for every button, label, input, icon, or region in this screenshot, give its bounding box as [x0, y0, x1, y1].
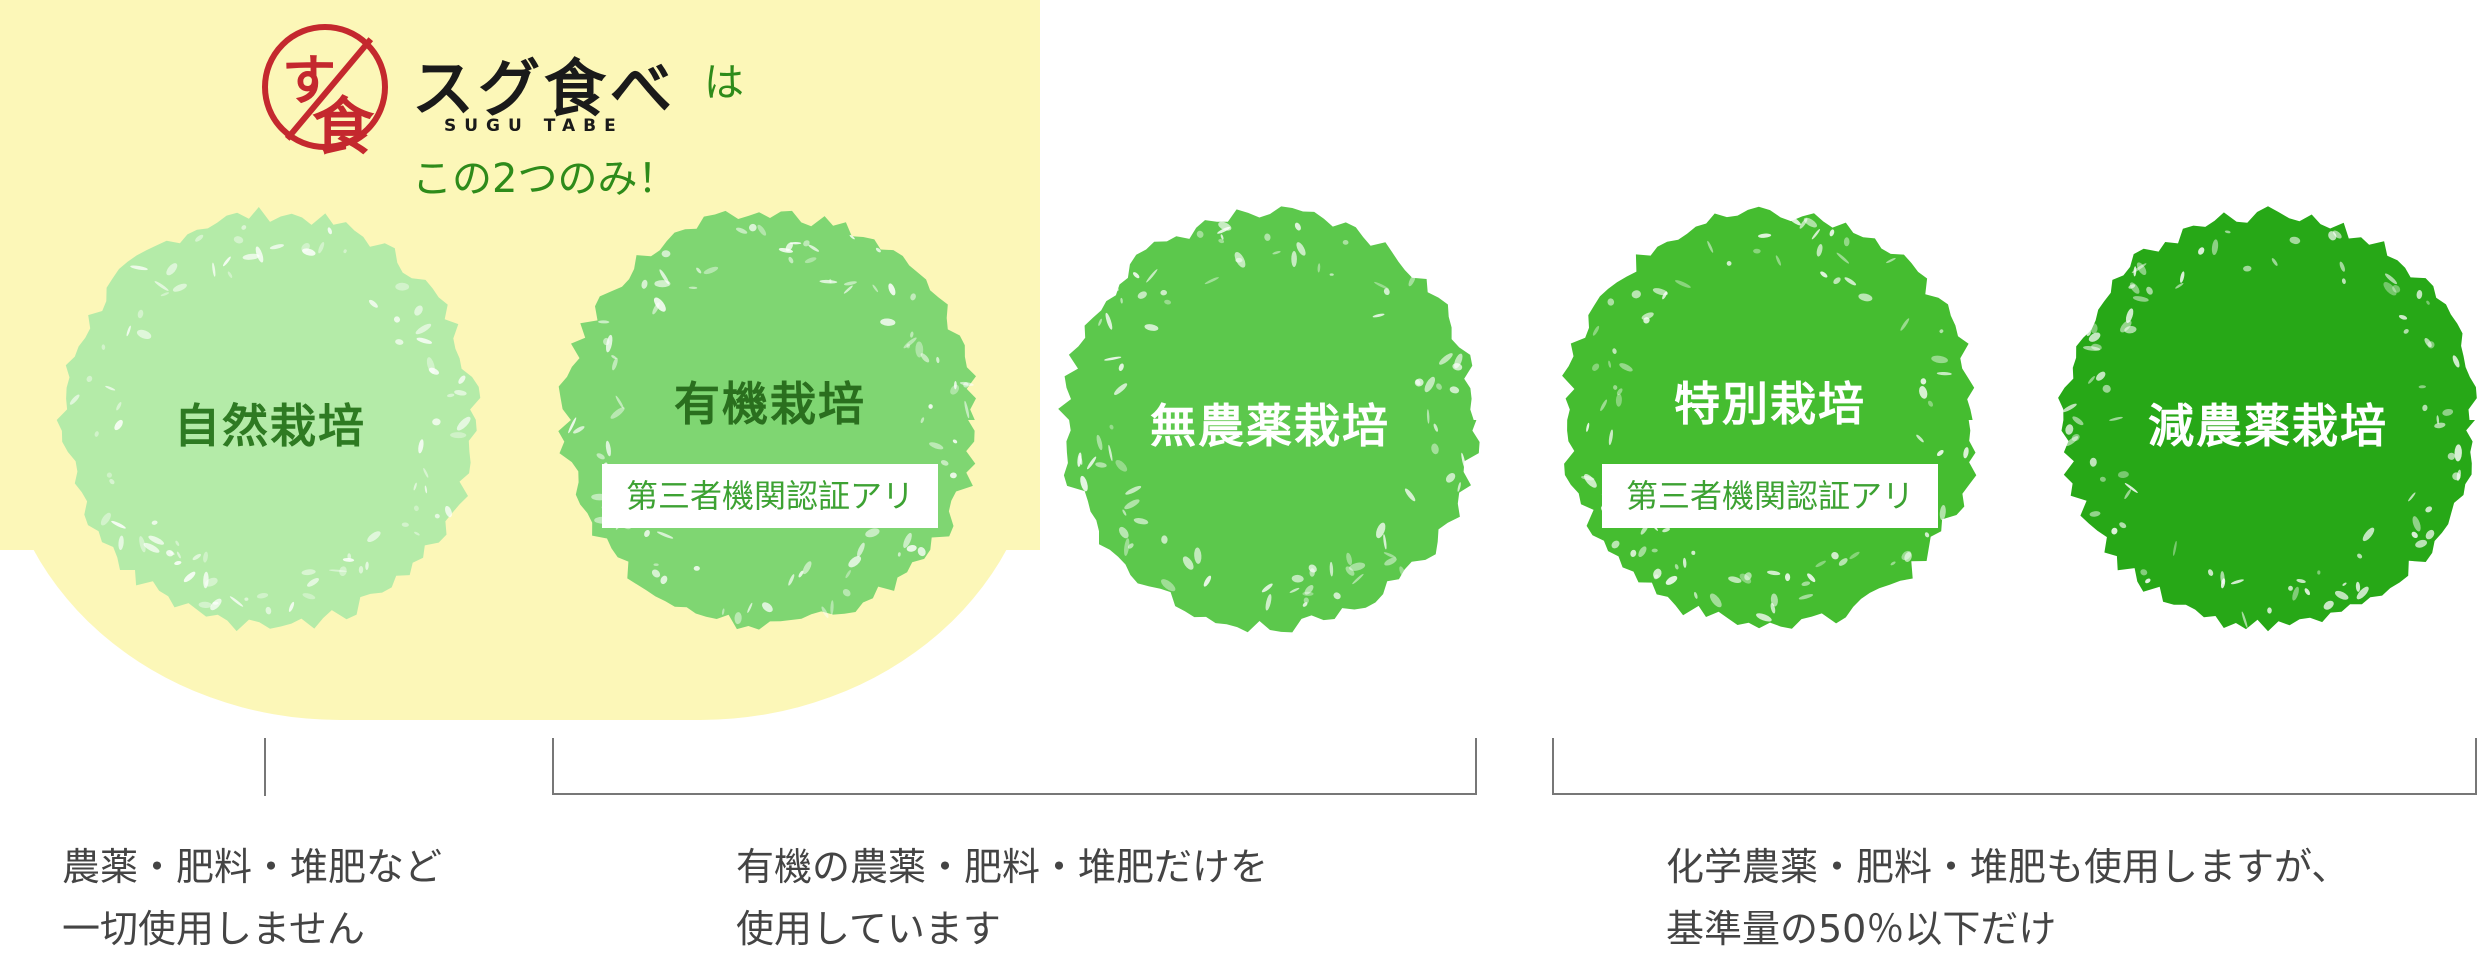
description-line: 一切使用しません	[62, 907, 365, 951]
circle-special-farming: 特別栽培 第三者機関認証アリ	[1550, 200, 1990, 640]
bracket-single	[262, 738, 268, 798]
description-natural: 農薬・肥料・堆肥など 一切使用しません	[62, 836, 442, 960]
circle-blob	[2058, 206, 2477, 632]
certification-badge: 第三者機関認証アリ	[602, 464, 938, 528]
circle-blob	[56, 207, 481, 632]
brand-header: す 食 スグ食べ SUGU TABE は この2つのみ！	[262, 24, 782, 202]
description-line: 有機の農薬・肥料・堆肥だけを	[736, 845, 1269, 889]
circle-texture	[1580, 214, 1969, 622]
description-special: 化学農薬・肥料・堆肥も使用しますが、 基準量の50％以下だけ	[1666, 836, 2349, 960]
circle-texture	[69, 225, 471, 615]
brand-note: この2つのみ！	[412, 156, 678, 202]
description-line: 基準量の50％以下だけ	[1666, 907, 2057, 951]
brand-particle: は	[704, 60, 744, 106]
circle-fill	[56, 207, 481, 632]
circle-organic-farming: 有機栽培 第三者機関認証アリ	[550, 200, 990, 640]
bracket-special-reduced	[1552, 738, 2478, 798]
circle-label: 有機栽培	[674, 377, 866, 431]
circle-pesticide-free-farming: 無農薬栽培	[1050, 200, 1490, 640]
description-line: 化学農薬・肥料・堆肥も使用しますが、	[1666, 845, 2350, 889]
bracket-organic-pesticide-free	[552, 738, 1478, 798]
circle-texture	[2062, 230, 2462, 628]
circle-natural-farming: 自然栽培	[50, 200, 490, 640]
circle-fill	[1058, 206, 1480, 633]
circle-fill	[2058, 206, 2477, 632]
brand-romaji: SUGU TABE	[444, 116, 624, 136]
circle-label: 特別栽培	[1674, 377, 1866, 431]
circle-label: 無農薬栽培	[1150, 399, 1390, 453]
circle-reduced-pesticide-farming: 減農薬栽培	[2048, 200, 2488, 640]
circle-label: 減農薬栽培	[2148, 399, 2388, 453]
brand-name: スグ食べ	[412, 52, 677, 125]
description-organic: 有機の農薬・肥料・堆肥だけを 使用しています	[736, 836, 1268, 960]
circle-blob	[1058, 206, 1480, 633]
certification-badge: 第三者機関認証アリ	[1602, 464, 1938, 528]
circle-label: 自然栽培	[174, 399, 366, 453]
description-line: 農薬・肥料・堆肥など	[62, 845, 443, 889]
description-line: 使用しています	[736, 907, 1001, 951]
circle-texture	[1077, 221, 1466, 611]
sugu-tabe-logo-icon: す 食	[262, 24, 388, 163]
